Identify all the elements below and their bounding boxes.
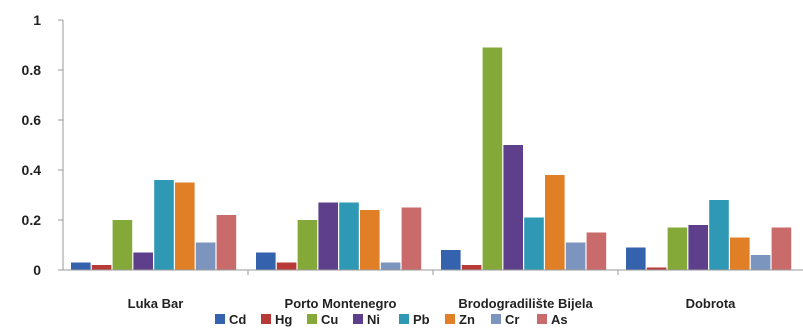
bar-cu-3 bbox=[482, 47, 503, 270]
legend-label-pb: Pb bbox=[413, 312, 430, 327]
legend-swatch-hg bbox=[261, 314, 271, 324]
legend-swatch-ni bbox=[353, 314, 363, 324]
bar-zn-1 bbox=[175, 182, 195, 270]
y-tick-label: 0 bbox=[33, 262, 41, 278]
bars bbox=[71, 47, 792, 270]
legend-swatch-cu bbox=[307, 314, 317, 324]
category-label: Brodogradilište Bijela bbox=[458, 296, 593, 311]
legend-swatch-cd bbox=[215, 314, 225, 324]
legend-swatch-pb bbox=[399, 314, 409, 324]
bar-cu-1 bbox=[112, 220, 133, 270]
bar-pb-3 bbox=[524, 217, 544, 270]
bar-hg-2 bbox=[276, 262, 297, 270]
y-tick-label: 1 bbox=[33, 12, 41, 28]
legend-label-zn: Zn bbox=[459, 312, 475, 327]
bar-cr-1 bbox=[195, 242, 216, 270]
category-label: Porto Montenegro bbox=[285, 296, 397, 311]
x-axis-ticks bbox=[247, 270, 619, 275]
bar-ni-2 bbox=[318, 202, 338, 270]
bar-hg-3 bbox=[461, 265, 482, 270]
bar-hg-1 bbox=[91, 265, 112, 270]
bar-cd-1 bbox=[71, 262, 91, 270]
legend-swatch-zn bbox=[445, 314, 455, 324]
legend: Cd Hg Cu Ni Pb Zn Cr As bbox=[215, 312, 568, 327]
legend-label-hg: Hg bbox=[275, 312, 292, 327]
legend-label-cr: Cr bbox=[505, 312, 519, 327]
bar-cu-4 bbox=[667, 227, 688, 270]
bar-zn-3 bbox=[545, 175, 565, 270]
legend-label-as: As bbox=[551, 312, 568, 327]
bar-ni-1 bbox=[133, 252, 153, 270]
legend-label-ni: Ni bbox=[367, 312, 380, 327]
category-label: Dobrota bbox=[686, 296, 737, 311]
bar-cu-2 bbox=[297, 220, 318, 270]
bar-pb-1 bbox=[154, 180, 174, 270]
category-label: Luka Bar bbox=[128, 296, 184, 311]
bar-ni-4 bbox=[688, 225, 708, 270]
bar-as-4 bbox=[771, 227, 792, 270]
bar-zn-4 bbox=[730, 237, 750, 270]
y-tick-label: 0.2 bbox=[22, 212, 42, 228]
bar-cd-2 bbox=[256, 252, 276, 270]
bar-ni-3 bbox=[503, 145, 523, 270]
y-tick-label: 0.4 bbox=[22, 162, 42, 178]
legend-swatch-as bbox=[537, 314, 547, 324]
legend-swatch-cr bbox=[491, 314, 501, 324]
legend-label-cd: Cd bbox=[229, 312, 246, 327]
bar-cd-4 bbox=[626, 247, 646, 270]
category-labels: Luka Bar Porto Montenegro Brodogradilište … bbox=[128, 296, 736, 311]
y-tick-label: 0.8 bbox=[22, 62, 42, 78]
bar-pb-4 bbox=[709, 200, 729, 270]
bar-cd-3 bbox=[441, 250, 461, 270]
bar-cr-3 bbox=[565, 242, 586, 270]
bar-as-1 bbox=[216, 215, 237, 270]
bar-as-3 bbox=[586, 232, 607, 270]
bar-hg-4 bbox=[646, 267, 667, 270]
bar-as-2 bbox=[401, 207, 422, 270]
bar-zn-2 bbox=[360, 210, 380, 270]
y-axis-ticks: 0 0.2 0.4 0.6 0.8 1 bbox=[22, 12, 63, 278]
y-tick-label: 0.6 bbox=[22, 112, 42, 128]
legend-label-cu: Cu bbox=[321, 312, 338, 327]
bar-pb-2 bbox=[339, 202, 359, 270]
bar-cr-2 bbox=[380, 262, 401, 270]
bar-cr-4 bbox=[750, 255, 771, 270]
